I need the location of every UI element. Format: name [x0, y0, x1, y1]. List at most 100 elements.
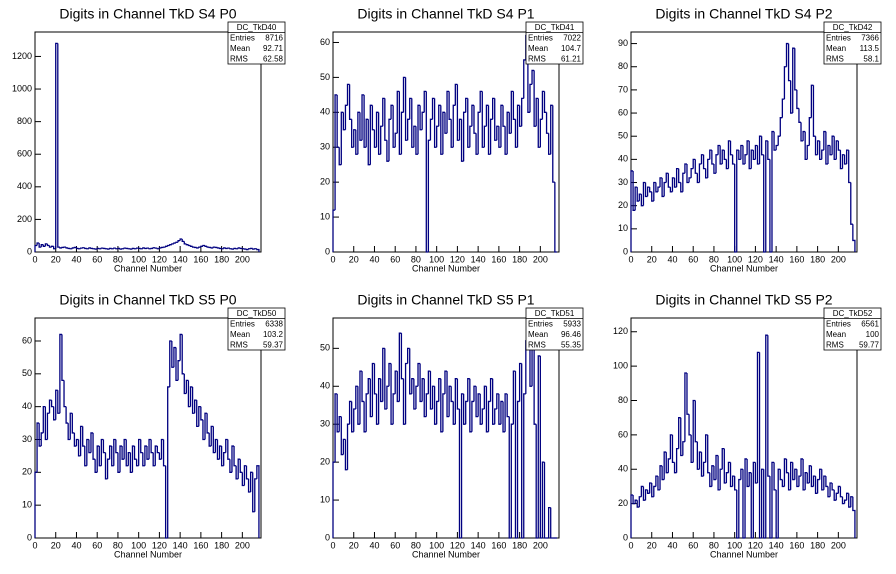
- histogram-bin: [798, 475, 802, 487]
- x-tick-label: 120: [450, 540, 465, 550]
- histogram-bin: [465, 97, 468, 113]
- y-tick-label: 40: [618, 464, 628, 474]
- histogram-bin: [543, 91, 547, 113]
- histogram-bin: [427, 370, 431, 394]
- histogram-bin: [189, 245, 193, 247]
- histogram-bin: [833, 489, 837, 501]
- stats-label: Entries: [230, 33, 255, 42]
- histogram-bin: [655, 475, 658, 487]
- histogram-bin: [690, 434, 694, 464]
- histogram-bin: [814, 476, 818, 494]
- histogram-bin: [659, 465, 663, 490]
- histogram-bin: [206, 246, 210, 248]
- histogram-bin: [539, 118, 543, 148]
- stats-title: DC_TkD51: [535, 309, 575, 318]
- histogram-bin: [827, 144, 831, 164]
- histogram-bin: [738, 150, 741, 161]
- stats-value: 59.77: [859, 340, 880, 349]
- histogram-bin: [256, 248, 260, 252]
- histogram-bin: [365, 118, 369, 148]
- histogram-bin: [79, 247, 83, 249]
- histogram-bin: [816, 478, 820, 494]
- y-tick-label: 80: [618, 395, 628, 405]
- histogram-bin: [53, 246, 56, 250]
- histogram-bin: [92, 432, 96, 460]
- histogram-bin: [833, 136, 837, 161]
- histogram-bin: [663, 451, 667, 480]
- histogram-bin: [353, 408, 356, 432]
- histogram-bin: [642, 486, 646, 501]
- histogram-bin: [48, 399, 52, 414]
- histogram-bin: [371, 362, 375, 417]
- histogram-bin: [541, 461, 545, 538]
- x-tick-label: 20: [51, 254, 61, 264]
- histogram-bin: [446, 90, 450, 134]
- histogram-bin: [814, 136, 818, 156]
- histogram-bin: [496, 125, 499, 141]
- histogram-bin: [431, 97, 435, 120]
- histogram-bin: [46, 243, 50, 247]
- histogram-bin: [642, 181, 646, 206]
- histogram-bin: [371, 105, 375, 131]
- histogram-bin: [218, 445, 222, 460]
- histogram-bin: [344, 104, 348, 130]
- histogram-bin: [423, 378, 427, 418]
- histogram-bin: [400, 333, 404, 380]
- histogram-bin: [473, 385, 477, 402]
- histogram-bin: [167, 386, 170, 538]
- histogram-bin: [659, 177, 663, 188]
- histogram-bin: [404, 362, 408, 425]
- histogram-bin: [380, 378, 383, 403]
- histogram-bin: [671, 434, 675, 464]
- histogram-bin: [135, 247, 139, 249]
- histogram-bin: [533, 70, 537, 127]
- stats-label: RMS: [230, 54, 248, 63]
- histogram-bin: [669, 187, 673, 193]
- histogram-bin: [100, 247, 104, 249]
- histogram-bin: [98, 446, 102, 467]
- histogram-bin: [382, 97, 385, 127]
- histogram-bin: [839, 486, 843, 498]
- histogram-bin: [727, 461, 731, 473]
- stats-value: 62.58: [263, 54, 284, 63]
- histogram-bin: [144, 445, 147, 466]
- histogram-bin: [146, 446, 150, 460]
- stats-value: 7366: [861, 33, 879, 42]
- stats-label: RMS: [230, 340, 248, 349]
- histogram-bin: [86, 438, 89, 466]
- stats-title: DC_TkD40: [237, 23, 277, 32]
- y-tick-label: 80: [618, 61, 628, 71]
- stats-box: [227, 21, 286, 65]
- histogram-bin: [377, 378, 381, 425]
- histogram-bin: [736, 149, 739, 252]
- histogram-bin: [779, 117, 783, 137]
- histogram-bin: [73, 432, 77, 447]
- histogram-bin: [119, 248, 123, 250]
- histogram-bin: [419, 363, 423, 403]
- stats-value: 6338: [265, 319, 283, 328]
- stats-label: Mean: [826, 44, 846, 53]
- histogram-bin: [688, 414, 692, 436]
- histogram-bin: [653, 181, 656, 202]
- x-tick-label: 120: [748, 540, 763, 550]
- histogram-bin: [444, 112, 448, 134]
- histogram-bin: [632, 170, 636, 211]
- histogram-bin: [334, 94, 338, 211]
- histogram-bin: [787, 472, 791, 491]
- chart-title: Digits in Channel TkD S4 P1: [357, 6, 534, 22]
- histogram-bin: [338, 415, 342, 432]
- histogram-bin: [231, 445, 235, 473]
- histogram-bin: [59, 247, 62, 249]
- histogram-bin: [342, 112, 346, 131]
- x-tick-label: 200: [831, 254, 846, 264]
- histogram-bin: [806, 472, 810, 484]
- histogram-bin: [227, 439, 230, 460]
- y-tick-label: 30: [22, 434, 32, 444]
- histogram-bin: [702, 154, 706, 170]
- histogram-bin: [630, 494, 634, 538]
- histogram-bin: [179, 238, 183, 241]
- histogram-bin: [129, 452, 133, 473]
- histogram-bin: [825, 131, 828, 165]
- histogram-bin: [742, 145, 746, 165]
- y-tick-label: 800: [17, 116, 32, 126]
